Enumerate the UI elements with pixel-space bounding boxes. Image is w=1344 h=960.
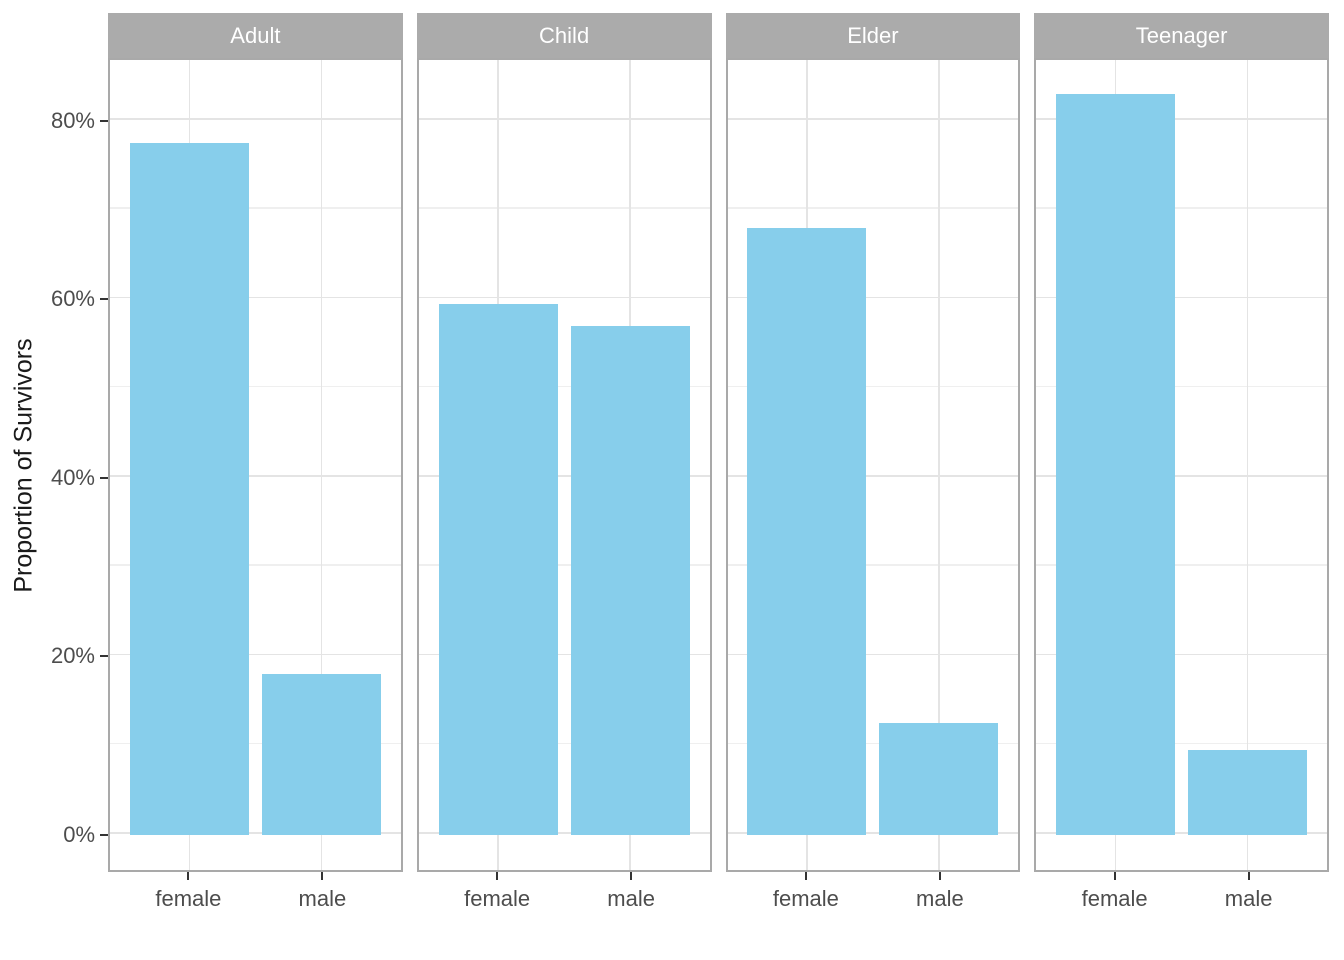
facet-panel [416, 58, 712, 872]
x-tick-label-male: male [1224, 886, 1273, 911]
y-tick-label: 0% [63, 821, 95, 847]
facet-adult: Adult female male [108, 13, 403, 934]
facet-panel [1034, 58, 1329, 872]
x-tick-mark [804, 872, 807, 880]
bar-elder-male [879, 723, 999, 835]
gridline-vertical [1246, 60, 1249, 870]
facet-strip: Elder [725, 13, 1021, 58]
x-tick-label-male: male [298, 886, 347, 911]
gridline-major [110, 118, 401, 120]
x-tick-mark [938, 872, 941, 880]
x-tick-mark [1247, 872, 1250, 880]
y-tick-mark [100, 655, 108, 658]
gridline-minor [727, 742, 1019, 745]
y-tick-mark [100, 476, 108, 479]
facet-row: Adult female male Child female male Elder … [108, 13, 1329, 934]
bar-teenager-female [1056, 94, 1175, 835]
facet-strip: Adult [108, 13, 403, 58]
gridline-minor [727, 564, 1019, 566]
gridline-minor [418, 207, 710, 209]
gridline-vertical [938, 60, 940, 870]
facet-x-axis: female male [108, 872, 403, 934]
x-tick-label-female: female [1081, 886, 1148, 911]
gridline-minor [110, 385, 401, 388]
gridline-minor [418, 742, 710, 745]
gridline-major [727, 296, 1019, 299]
gridline-major [110, 475, 401, 477]
gridline-major [110, 653, 401, 656]
gridline-major [727, 832, 1019, 834]
gridline-minor [1036, 564, 1327, 566]
gridline-major [418, 832, 710, 834]
bar-adult-female [129, 143, 249, 835]
y-tick-label: 80% [50, 107, 95, 133]
x-tick-label-female: female [772, 886, 839, 911]
facet-teenager: Teenager female male [1034, 13, 1329, 934]
y-tick-label: 20% [50, 643, 95, 669]
x-tick-mark [630, 872, 633, 880]
gridline-major [727, 475, 1019, 477]
gridline-minor [727, 385, 1019, 388]
x-tick-mark [1113, 872, 1116, 880]
gridline-major [1036, 832, 1327, 834]
y-tick-mark [100, 119, 108, 122]
gridline-vertical [320, 60, 323, 870]
facet-strip-label: Teenager [1135, 22, 1228, 48]
facet-strip: Teenager [1034, 13, 1329, 58]
bar-child-female [438, 303, 558, 835]
x-tick-label-female: female [464, 886, 531, 911]
gridline-major [418, 296, 710, 299]
y-tick-label: 40% [50, 464, 95, 490]
gridline-minor [418, 385, 710, 388]
facet-strip: Child [416, 13, 712, 58]
x-tick-mark [496, 872, 499, 880]
facet-panel [108, 58, 403, 872]
gridline-major [418, 118, 710, 120]
bar-elder-female [747, 228, 867, 835]
facet-strip-label: Child [539, 22, 590, 48]
gridline-minor [727, 207, 1019, 209]
gridline-major [1036, 118, 1327, 120]
facet-x-axis: female male [726, 872, 1021, 934]
gridline-major [418, 475, 710, 477]
bar-adult-male [261, 674, 381, 835]
x-tick-label-male: male [607, 886, 655, 911]
gridline-major [727, 118, 1019, 120]
gridline-minor [1036, 385, 1327, 388]
gridline-minor [110, 207, 401, 209]
gridline-major [110, 296, 401, 299]
gridline-major [418, 653, 710, 656]
facet-child: Child female male [416, 13, 712, 934]
gridline-major [727, 653, 1019, 656]
y-tick-mark [100, 298, 108, 301]
y-tick-mark [100, 833, 108, 836]
gridline-major [1036, 475, 1327, 477]
gridline-minor [110, 564, 401, 566]
x-tick-mark [187, 872, 190, 880]
gridline-major [1036, 296, 1327, 299]
x-tick-mark [321, 872, 324, 880]
x-tick-label-female: female [155, 886, 222, 911]
y-axis: 0% 20% 40% 60% 80% [0, 58, 108, 872]
facet-strip-label: Adult [230, 22, 281, 48]
gridline-minor [1036, 207, 1327, 209]
facet-strip-label: Elder [847, 22, 899, 48]
facet-panel [725, 58, 1021, 872]
gridline-minor [1036, 742, 1327, 745]
x-tick-label-male: male [916, 886, 964, 911]
y-tick-label: 60% [50, 286, 95, 312]
bar-teenager-male [1188, 750, 1308, 835]
gridline-major [110, 832, 401, 834]
facet-x-axis: female male [1034, 872, 1329, 934]
facet-elder: Elder female male [725, 13, 1021, 934]
gridline-minor [418, 564, 710, 566]
bar-child-male [570, 326, 690, 835]
gridline-minor [110, 742, 401, 745]
gridline-major [1036, 653, 1327, 656]
facet-x-axis: female male [417, 872, 712, 934]
